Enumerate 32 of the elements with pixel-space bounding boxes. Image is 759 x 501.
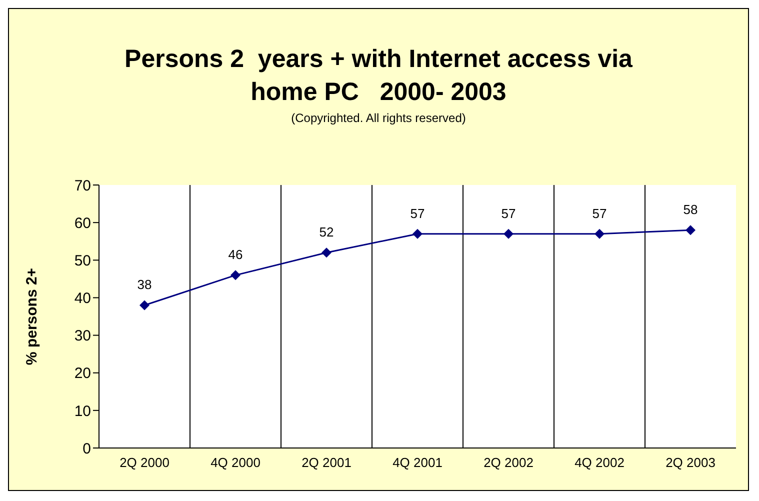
x-tick-label: 4Q 2002 (574, 455, 624, 470)
y-tick-label: 50 (74, 252, 91, 270)
x-tick-label: 2Q 2000 (120, 455, 170, 470)
data-label: 52 (319, 224, 334, 240)
x-tick-label: 4Q 2000 (210, 455, 260, 470)
y-tick-label: 60 (74, 214, 91, 232)
y-axis-title: % persons 2+ (23, 268, 40, 366)
point (412, 228, 422, 239)
chart-title: Persons 2 years + with Internet access via home PC 2000- 2003 (124, 44, 634, 108)
y-tick-label: 0 (82, 440, 91, 458)
point (322, 248, 332, 258)
point (686, 225, 696, 236)
point (140, 300, 150, 310)
x-tick-label: 2Q 2002 (484, 455, 534, 470)
y-tick-label: 10 (74, 402, 91, 420)
data-label: 38 (137, 277, 152, 292)
point (504, 228, 514, 239)
y-tick-label: 70 (74, 177, 91, 194)
y-tick-label: 30 (74, 328, 91, 345)
x-tick-label: 2Q 2001 (302, 455, 352, 470)
data-label: 58 (683, 202, 698, 218)
x-tick-label: 4Q 2001 (392, 455, 442, 470)
x-tick-label: 2Q 2003 (666, 455, 716, 470)
chart-subtitle: (Copyrighted. All rights reserved) (290, 111, 467, 125)
data-label: 46 (228, 247, 243, 262)
point (594, 228, 604, 239)
data-label: 57 (501, 206, 516, 221)
y-tick-label: 20 (74, 365, 91, 382)
data-label: 57 (592, 206, 607, 221)
y-tick-label: 40 (74, 290, 91, 308)
point (230, 270, 240, 280)
data-label: 57 (410, 206, 425, 221)
